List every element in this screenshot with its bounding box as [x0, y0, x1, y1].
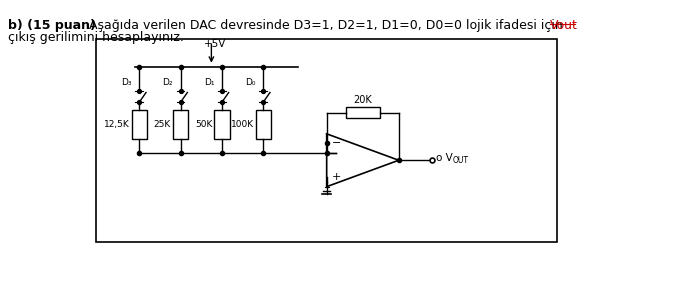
Text: 100K: 100K [231, 120, 254, 129]
Text: 50K: 50K [195, 120, 213, 129]
Text: o V: o V [436, 153, 453, 163]
Bar [256, 110, 271, 139]
Text: OUT: OUT [452, 156, 468, 165]
Text: +: + [332, 172, 341, 182]
Bar [214, 110, 230, 139]
Text: +5V: +5V [204, 39, 226, 49]
Bar [96, 39, 557, 242]
Text: 25K: 25K [154, 120, 171, 129]
Bar [131, 110, 147, 139]
Text: Aşağıda verilen DAC devresinde D3=1, D2=1, D1=0, D0=0 lojik ifadesi için: Aşağıda verilen DAC devresinde D3=1, D2=… [85, 18, 566, 31]
Text: Vout: Vout [550, 18, 577, 31]
Bar [346, 107, 380, 118]
Bar [173, 110, 188, 139]
Text: b) (15 puan): b) (15 puan) [7, 18, 95, 31]
Text: çıkış gerilimini hesaplayınız.: çıkış gerilimini hesaplayınız. [7, 31, 183, 44]
Text: D₀: D₀ [245, 78, 256, 87]
Text: 12,5K: 12,5K [104, 120, 130, 129]
Text: 20K: 20K [353, 95, 372, 104]
Text: D₃: D₃ [121, 78, 131, 87]
Text: D₂: D₂ [162, 78, 173, 87]
Text: D₁: D₁ [204, 78, 214, 87]
Text: −: − [332, 138, 341, 148]
